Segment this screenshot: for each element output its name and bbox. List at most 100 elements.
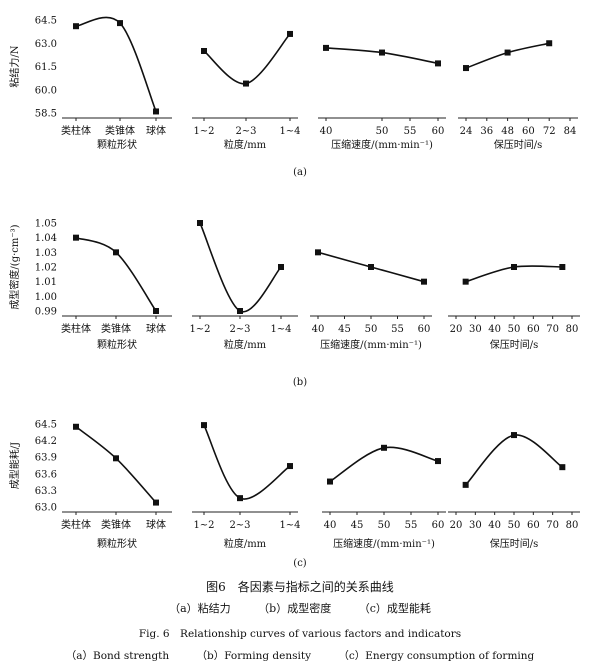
caption-en-sub-b: （b）Forming density [196, 650, 312, 662]
x-tick-label: 1~2 [193, 520, 214, 531]
x-tick-label: 70 [546, 324, 559, 335]
x-tick-label: 48 [501, 126, 514, 137]
x-tick-label: 1~4 [270, 324, 291, 335]
data-point [113, 249, 119, 256]
y-tick-label: 63.0 [35, 503, 57, 514]
data-point [379, 49, 385, 56]
panel-label: (b) [293, 377, 307, 388]
panel-label: (c) [293, 558, 307, 569]
x-tick-label: 60 [527, 520, 540, 531]
y-tick-label: 61.5 [35, 62, 57, 73]
x-tick-label: 55 [391, 324, 404, 335]
data-point [511, 264, 517, 270]
x-tick-label: 球体 [146, 124, 166, 137]
caption-en-sub-a: （a）Bond strength [65, 650, 170, 662]
data-point [278, 264, 284, 270]
x-tick-label: 1~4 [279, 520, 300, 531]
data-point [153, 499, 159, 506]
data-point [201, 48, 207, 54]
caption-zh-sub-a: （a）粘结力 [169, 602, 231, 615]
x-tick-label: 类柱体 [61, 518, 91, 531]
data-point [153, 108, 159, 115]
data-point [73, 423, 79, 430]
data-point [435, 60, 441, 67]
data-point [462, 481, 469, 488]
x-axis-label: 压缩速度/(mm·min⁻¹) [333, 537, 435, 550]
y-tick-label: 1.02 [35, 263, 57, 274]
x-axis-label: 压缩速度/(mm·min⁻¹) [331, 138, 433, 151]
x-tick-label: 50 [365, 324, 378, 335]
data-point [315, 249, 321, 256]
y-tick-label: 1.04 [35, 233, 57, 244]
x-tick-label: 60 [527, 324, 540, 335]
x-axis-label: 压缩速度/(mm·min⁻¹) [320, 338, 422, 351]
y-tick-label: 63.0 [35, 39, 57, 50]
caption-en-title: Fig. 6 Relationship curves of various fa… [138, 628, 462, 640]
x-tick-label: 72 [543, 126, 556, 137]
x-tick-label: 30 [469, 324, 482, 335]
data-point [73, 234, 79, 241]
data-point [287, 30, 293, 37]
x-axis-label: 颗粒形状 [97, 338, 137, 351]
caption-en-subtitles: （a）Bond strength （b）Forming density （c）E… [0, 648, 600, 663]
data-point [368, 264, 374, 270]
x-axis-label: 粒度/mm [224, 138, 267, 151]
x-tick-label: 45 [338, 324, 351, 335]
series-line [75, 236, 157, 312]
caption-zh-sub-b: （b）成型密度 [258, 602, 332, 615]
y-tick-label: 64.5 [35, 16, 57, 27]
x-tick-label: 40 [320, 126, 333, 137]
y-tick-label: 58.5 [35, 109, 57, 120]
x-axis-label: 保压时间/s [490, 537, 539, 550]
y-tick-label: 1.01 [35, 277, 57, 288]
data-point [381, 444, 387, 451]
series-line [203, 33, 291, 85]
data-point [511, 432, 517, 439]
x-tick-label: 60 [418, 324, 431, 335]
x-tick-label: 60 [432, 520, 445, 531]
data-point [237, 495, 243, 502]
x-tick-label: 55 [404, 126, 417, 137]
x-tick-label: 80 [566, 520, 579, 531]
y-tick-label: 1.00 [35, 292, 57, 303]
x-tick-label: 20 [450, 324, 463, 335]
x-axis-label: 保压时间/s [490, 338, 539, 351]
series-line [199, 222, 282, 313]
x-tick-label: 1~4 [279, 126, 300, 137]
x-tick-label: 类柱体 [61, 124, 91, 137]
y-axis-label: 成型能耗/J [8, 442, 21, 489]
x-tick-label: 1~2 [193, 126, 214, 137]
x-axis-label: 粒度/mm [224, 338, 267, 351]
data-point [243, 80, 249, 87]
x-axis-label: 颗粒形状 [97, 138, 137, 151]
caption-zh-subtitles: （a）粘结力 （b）成型密度 （c）成型能耗 [0, 600, 600, 616]
data-point [559, 264, 566, 270]
series-line [465, 434, 563, 486]
y-tick-label: 63.3 [35, 486, 57, 497]
data-point [153, 308, 159, 314]
x-tick-label: 球体 [146, 518, 166, 531]
data-point [237, 308, 243, 314]
data-point [117, 20, 123, 27]
data-point [73, 23, 79, 30]
caption-en-sub-c: （c）Energy consumption of forming [338, 650, 535, 662]
x-tick-label: 80 [566, 324, 579, 335]
data-point [463, 65, 469, 72]
series-line [75, 426, 157, 504]
x-tick-label: 50 [378, 520, 391, 531]
x-tick-label: 类锥体 [105, 124, 135, 137]
x-tick-label: 50 [508, 520, 521, 531]
x-tick-label: 30 [469, 520, 482, 531]
x-tick-label: 2~3 [229, 520, 250, 531]
y-tick-label: 60.0 [35, 85, 57, 96]
x-tick-label: 45 [351, 520, 364, 531]
y-axis-label: 粘结力/N [8, 45, 21, 87]
y-tick-label: 1.05 [35, 219, 57, 230]
data-point [197, 220, 203, 226]
x-tick-label: 40 [488, 324, 501, 335]
x-tick-label: 70 [546, 520, 559, 531]
x-tick-label: 40 [488, 520, 501, 531]
data-point [559, 464, 566, 471]
x-tick-label: 1~2 [189, 324, 210, 335]
series-line [329, 446, 439, 483]
